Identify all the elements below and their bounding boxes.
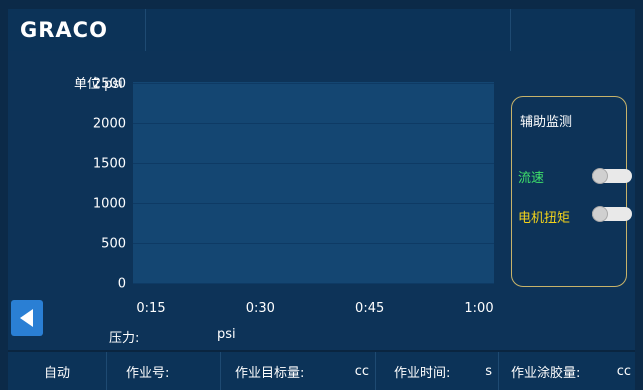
monitor-title: 辅助监测	[520, 115, 573, 130]
job-dispensed-unit: cc	[616, 363, 631, 379]
x-tick-label: 1:00	[464, 301, 494, 316]
y-tick-label: 2000	[92, 116, 126, 132]
motor-torque-label: 电机扭矩	[518, 211, 571, 226]
toggle-knob	[592, 168, 608, 184]
job-number-cell: 作业号:	[106, 352, 221, 390]
job-dispensed-label: 作业涂胶量:	[511, 365, 581, 381]
job-number-label: 作业号:	[126, 365, 170, 381]
grid-line	[133, 203, 494, 204]
x-tick-label: 0:45	[355, 301, 385, 316]
x-tick-label: 0:30	[245, 301, 275, 316]
motor-torque-toggle[interactable]	[592, 206, 632, 222]
grid-line	[133, 163, 494, 164]
y-tick-label: 1500	[92, 156, 126, 172]
flow-toggle[interactable]	[592, 168, 632, 184]
y-tick-label: 0	[117, 276, 126, 292]
flow-label: 流速	[518, 171, 545, 186]
app-frame: GRACO 单位 psi 2500 2000 1500 1000 500 0 0:15 0:…	[8, 9, 635, 390]
auxiliary-monitor-panel: 辅助监测 流速 电机扭矩	[511, 96, 632, 287]
pressure-chart-plot	[133, 82, 494, 284]
y-tick-label: 1000	[92, 196, 126, 212]
job-target-label: 作业目标量:	[235, 365, 305, 381]
top-cell-right	[510, 9, 635, 51]
status-bar: 自动 作业号: 作业目标量: cc 作业时间: s 作业涂胶量: cc	[8, 350, 635, 390]
grid-line	[133, 243, 494, 244]
main-panel: 单位 psi 2500 2000 1500 1000 500 0 0:15 0:30 0:45…	[8, 51, 635, 350]
toggle-knob	[592, 206, 608, 222]
job-target-unit: cc	[354, 363, 369, 379]
job-dispensed-cell: 作业涂胶量: cc	[499, 352, 635, 390]
graco-logo: GRACO	[20, 18, 108, 42]
grid-line	[133, 283, 494, 284]
top-bar: GRACO	[8, 9, 635, 51]
grid-line	[133, 83, 494, 84]
y-tick-label: 2500	[92, 76, 126, 92]
top-cell-center	[146, 9, 511, 51]
job-time-cell: 作业时间: s	[376, 352, 499, 390]
logo-cell: GRACO	[8, 9, 146, 51]
pressure-unit: psi	[217, 327, 236, 342]
job-target-cell: 作业目标量: cc	[221, 352, 376, 390]
grid-line	[133, 123, 494, 124]
job-time-unit: s	[485, 363, 492, 379]
back-button[interactable]	[11, 300, 43, 336]
mode-cell: 自动	[8, 352, 107, 390]
mode-status: 自动	[43, 365, 70, 381]
x-tick-label: 0:15	[136, 301, 166, 316]
pressure-label: 压力:	[109, 331, 140, 346]
job-time-label: 作业时间:	[394, 365, 451, 381]
y-tick-label: 500	[101, 236, 126, 252]
left-arrow-icon	[20, 309, 33, 327]
y-axis-unit-label: 单位 psi	[74, 77, 123, 92]
